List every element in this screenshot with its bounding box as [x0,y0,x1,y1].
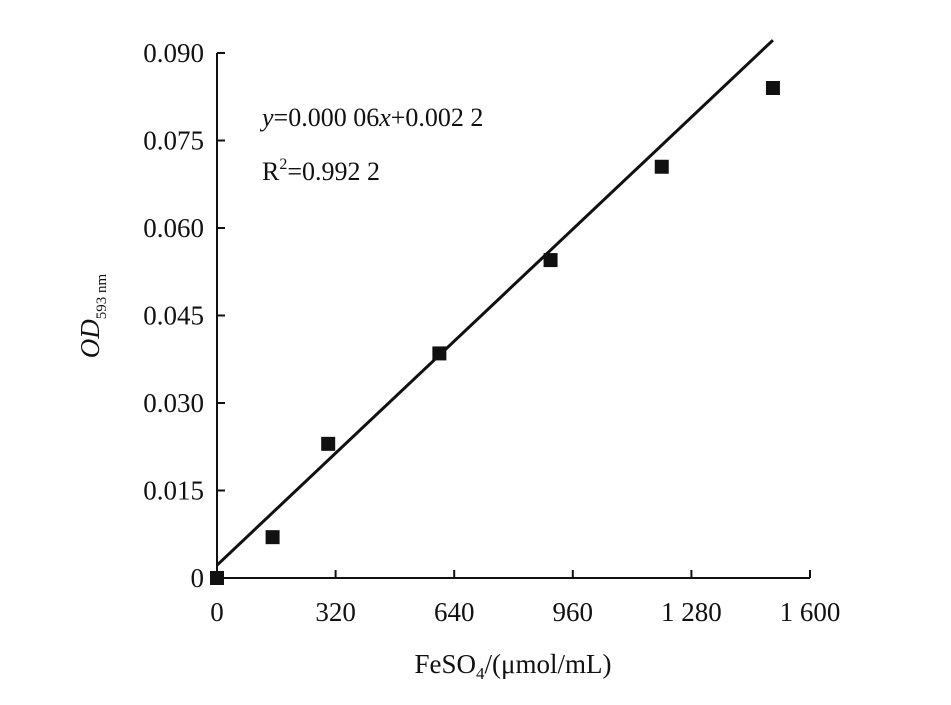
x-tick-label: 1 600 [780,597,841,627]
y-tick-label: 0.030 [143,388,204,418]
x-axis-title: FeSO4/(μmol/mL) [415,649,612,683]
data-point [765,81,780,95]
data-point [654,159,669,174]
x-tick-label: 320 [315,597,356,627]
y-tick-label: 0.090 [143,38,204,68]
data-point [210,571,224,585]
equation-annotation: y=0.000 06x+0.002 2 [259,103,483,132]
data-points [210,81,780,585]
y-tick-label: 0.075 [143,126,204,156]
data-point [543,253,558,268]
y-tick-label: 0.015 [143,476,204,506]
x-tick-label: 960 [553,597,594,627]
trendline-group [215,39,774,567]
y-tick-label: 0.045 [143,301,204,331]
trendline [215,39,774,567]
data-point [432,346,447,361]
y-axis-title: OD593 nm [75,273,110,358]
r-squared-annotation: R2=0.992 2 [262,156,380,186]
x-tick-label: 1 280 [661,597,722,627]
axes: 0 0.015 0.030 0.045 0.060 0.075 0.090 0 320 640 96… [143,38,840,627]
y-tick-label: 0.060 [143,213,204,243]
data-point [265,530,280,545]
y-tick-label: 0 [191,563,205,593]
data-point [321,436,336,451]
x-tick-label: 640 [434,597,475,627]
x-tick-label: 0 [210,597,224,627]
